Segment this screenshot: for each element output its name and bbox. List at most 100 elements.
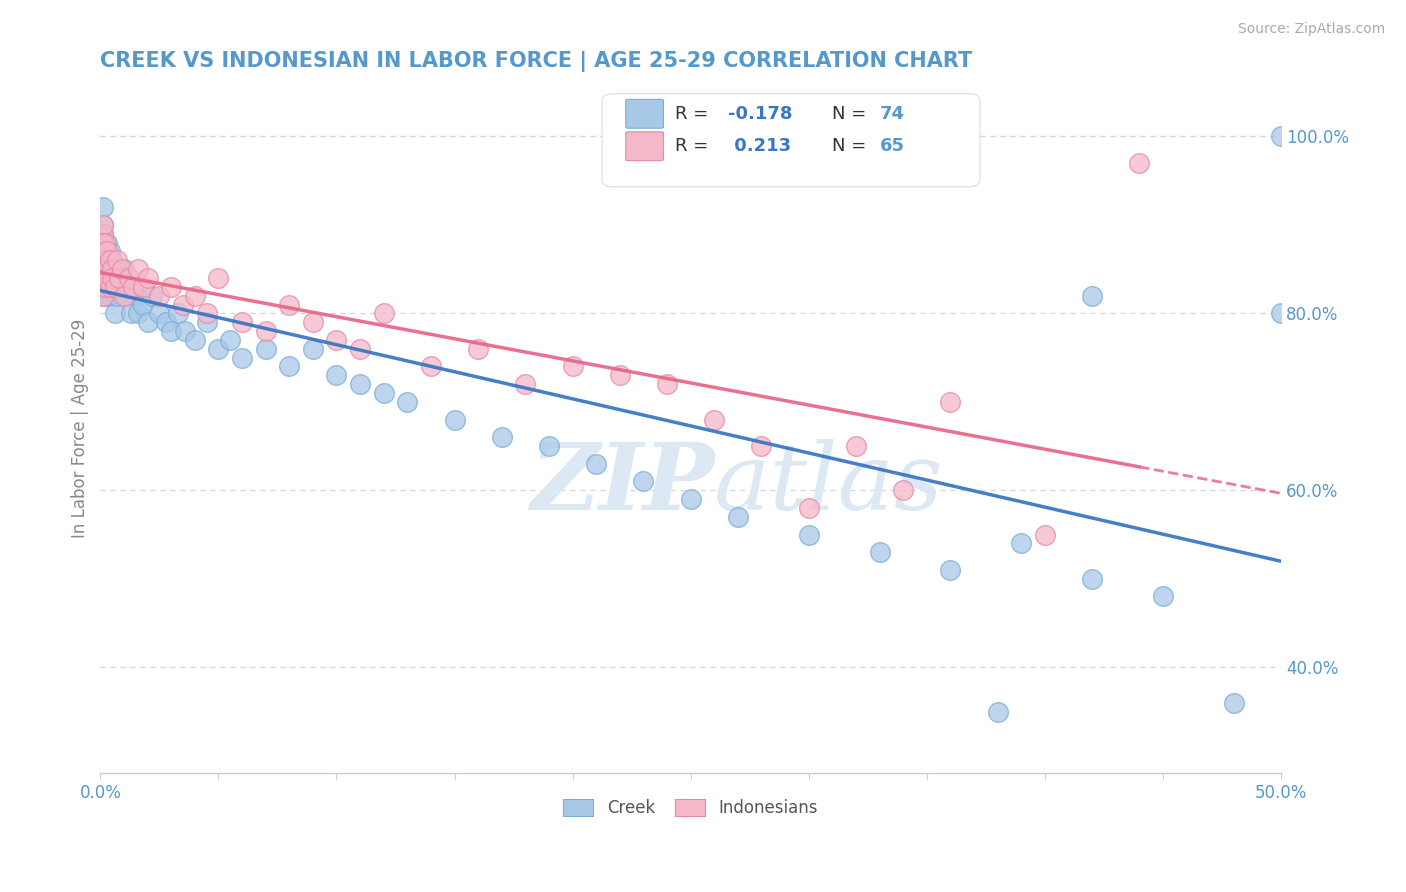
Point xyxy=(136,315,159,329)
Point xyxy=(98,253,121,268)
Point xyxy=(94,262,117,277)
Point xyxy=(325,368,347,383)
Text: CREEK VS INDONESIAN IN LABOR FORCE | AGE 25-29 CORRELATION CHART: CREEK VS INDONESIAN IN LABOR FORCE | AGE… xyxy=(100,51,973,71)
Point xyxy=(132,280,155,294)
Point xyxy=(101,271,124,285)
Point xyxy=(91,235,114,250)
Text: R =: R = xyxy=(675,137,714,155)
Point xyxy=(103,262,125,277)
Y-axis label: In Labor Force | Age 25-29: In Labor Force | Age 25-29 xyxy=(72,318,89,538)
Point xyxy=(94,244,117,259)
Point xyxy=(515,377,537,392)
Point xyxy=(105,271,128,285)
Point xyxy=(727,509,749,524)
Point xyxy=(302,315,325,329)
Point xyxy=(278,297,301,311)
Point xyxy=(1081,288,1104,302)
Point xyxy=(419,359,441,374)
Point xyxy=(491,430,513,444)
Point xyxy=(96,235,118,250)
Point xyxy=(184,333,207,347)
Point xyxy=(108,280,131,294)
Point xyxy=(91,271,114,285)
Point xyxy=(195,306,218,320)
Point xyxy=(195,315,218,329)
Point xyxy=(91,280,114,294)
Point xyxy=(1010,536,1032,550)
Point xyxy=(118,271,141,285)
Point xyxy=(1270,129,1292,144)
Text: -0.178: -0.178 xyxy=(728,104,793,123)
Point xyxy=(148,288,170,302)
Point xyxy=(91,227,114,241)
Point xyxy=(91,200,114,214)
Point xyxy=(141,288,163,302)
Point xyxy=(467,342,489,356)
Point xyxy=(155,315,177,329)
Point xyxy=(561,359,583,374)
Point xyxy=(103,280,125,294)
Point xyxy=(105,288,128,302)
Point xyxy=(1081,572,1104,586)
Point xyxy=(1222,696,1244,710)
Point xyxy=(91,227,114,241)
Point xyxy=(443,412,465,426)
Text: N =: N = xyxy=(832,137,872,155)
Point xyxy=(869,545,891,559)
Point xyxy=(184,288,207,302)
Point xyxy=(91,244,114,259)
Text: ZIP: ZIP xyxy=(530,439,714,529)
Point xyxy=(91,218,114,232)
Text: atlas: atlas xyxy=(714,439,943,529)
Text: 65: 65 xyxy=(880,137,904,155)
FancyBboxPatch shape xyxy=(602,94,980,186)
Point xyxy=(98,280,121,294)
Point xyxy=(105,253,128,268)
Point xyxy=(373,306,395,320)
Point xyxy=(91,280,114,294)
Point xyxy=(1152,590,1174,604)
Point xyxy=(373,386,395,401)
Point xyxy=(91,253,114,268)
Point xyxy=(231,315,253,329)
Point xyxy=(91,244,114,259)
Point xyxy=(112,262,135,277)
Point xyxy=(160,280,183,294)
Point xyxy=(98,244,121,259)
Point xyxy=(174,324,197,338)
Point xyxy=(94,253,117,268)
Point xyxy=(278,359,301,374)
Point xyxy=(537,439,560,453)
Point xyxy=(254,324,277,338)
Point xyxy=(103,306,125,320)
Point xyxy=(939,563,962,577)
Point xyxy=(633,475,655,489)
Point xyxy=(207,342,229,356)
Point xyxy=(1033,527,1056,541)
Point xyxy=(136,271,159,285)
Point xyxy=(96,271,118,285)
Point xyxy=(231,351,253,365)
Point xyxy=(987,705,1010,719)
Point xyxy=(94,262,117,277)
Point xyxy=(96,271,118,285)
Text: Source: ZipAtlas.com: Source: ZipAtlas.com xyxy=(1237,22,1385,37)
Point xyxy=(94,253,117,268)
Point xyxy=(98,288,121,302)
Point xyxy=(797,527,820,541)
Point xyxy=(101,262,124,277)
Point xyxy=(172,297,194,311)
Point xyxy=(110,262,132,277)
Point xyxy=(91,288,114,302)
Point xyxy=(254,342,277,356)
Point xyxy=(585,457,607,471)
Point xyxy=(349,342,371,356)
Point xyxy=(325,333,347,347)
Point xyxy=(94,244,117,259)
Point xyxy=(101,271,124,285)
Point xyxy=(160,324,183,338)
Point xyxy=(91,244,114,259)
Point xyxy=(127,306,149,320)
Point xyxy=(609,368,631,383)
Point xyxy=(96,280,118,294)
